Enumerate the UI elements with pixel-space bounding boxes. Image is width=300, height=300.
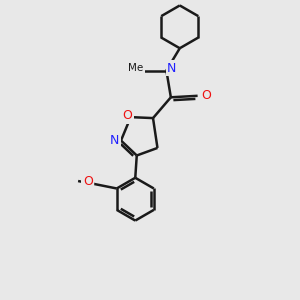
- Text: O: O: [83, 175, 93, 188]
- Text: N: N: [167, 62, 176, 75]
- Text: Me: Me: [128, 63, 143, 73]
- Text: N: N: [110, 134, 119, 147]
- Text: O: O: [122, 109, 132, 122]
- Text: O: O: [201, 89, 211, 102]
